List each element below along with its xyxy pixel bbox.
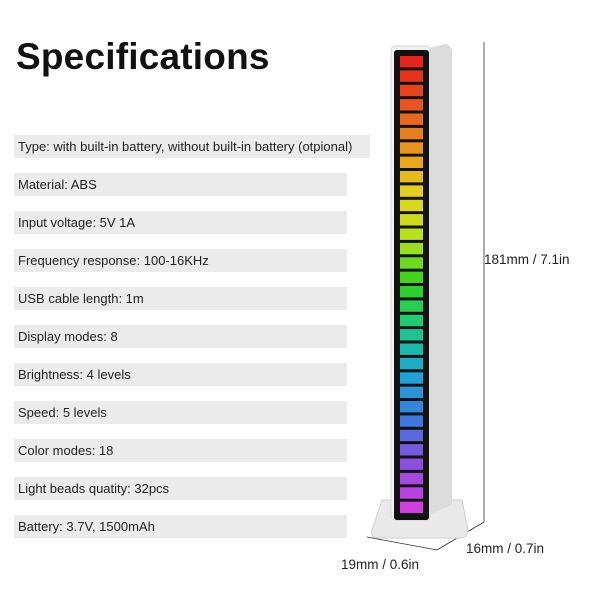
led-bead (400, 444, 423, 456)
led-bead (400, 372, 423, 384)
lamp-side (428, 44, 452, 515)
depth-label: 16mm / 0.7in (466, 541, 545, 556)
led-bead (400, 415, 423, 427)
led-bead (400, 487, 423, 499)
spec-row: Speed: 5 levels (14, 401, 347, 424)
width-dimension-line (366, 536, 438, 551)
led-bead (400, 99, 423, 111)
led-bead (400, 314, 423, 327)
led-bead (400, 286, 423, 298)
height-label: 181mm / 7.1in (484, 252, 570, 267)
spec-row: Display modes: 8 (14, 325, 347, 348)
led-bead (400, 343, 423, 355)
led-bead (400, 271, 423, 283)
led-bead (400, 472, 423, 485)
spec-row: Type: with built-in battery, without bui… (14, 135, 370, 158)
led-bead (400, 329, 423, 341)
led-bead (400, 214, 423, 226)
led-bead (400, 171, 423, 183)
spec-row: Battery: 3.7V, 1500mAh (14, 515, 347, 538)
width-label: 19mm / 0.6in (341, 557, 420, 572)
led-bead (400, 199, 423, 212)
led-bead (400, 401, 423, 413)
led-bead (400, 429, 423, 442)
led-bead (400, 56, 423, 68)
led-bead (400, 185, 423, 197)
led-bead (400, 142, 423, 154)
led-bead (400, 113, 423, 125)
led-bead (400, 156, 423, 168)
led-bead (400, 242, 423, 255)
page-title: Specifications (16, 36, 270, 77)
led-bead (400, 228, 423, 240)
spec-row: Input voltage: 5V 1A (14, 211, 347, 234)
spec-row: Color modes: 18 (14, 439, 347, 462)
led-bead (400, 127, 423, 140)
spec-row: Light beads quatity: 32pcs (14, 477, 347, 500)
spec-row: Material: ABS (14, 173, 347, 196)
led-bead (400, 386, 423, 398)
spec-row: Brightness: 4 levels (14, 363, 347, 386)
led-bead (400, 458, 423, 470)
spec-row: Frequency response: 100-16KHz (14, 249, 347, 272)
led-bead (400, 357, 423, 370)
led-bead (400, 84, 423, 97)
led-bead (400, 501, 423, 513)
led-bead (400, 257, 423, 269)
led-bead (400, 300, 423, 312)
led-bead (400, 70, 423, 82)
spec-row: USB cable length: 1m (14, 287, 347, 310)
